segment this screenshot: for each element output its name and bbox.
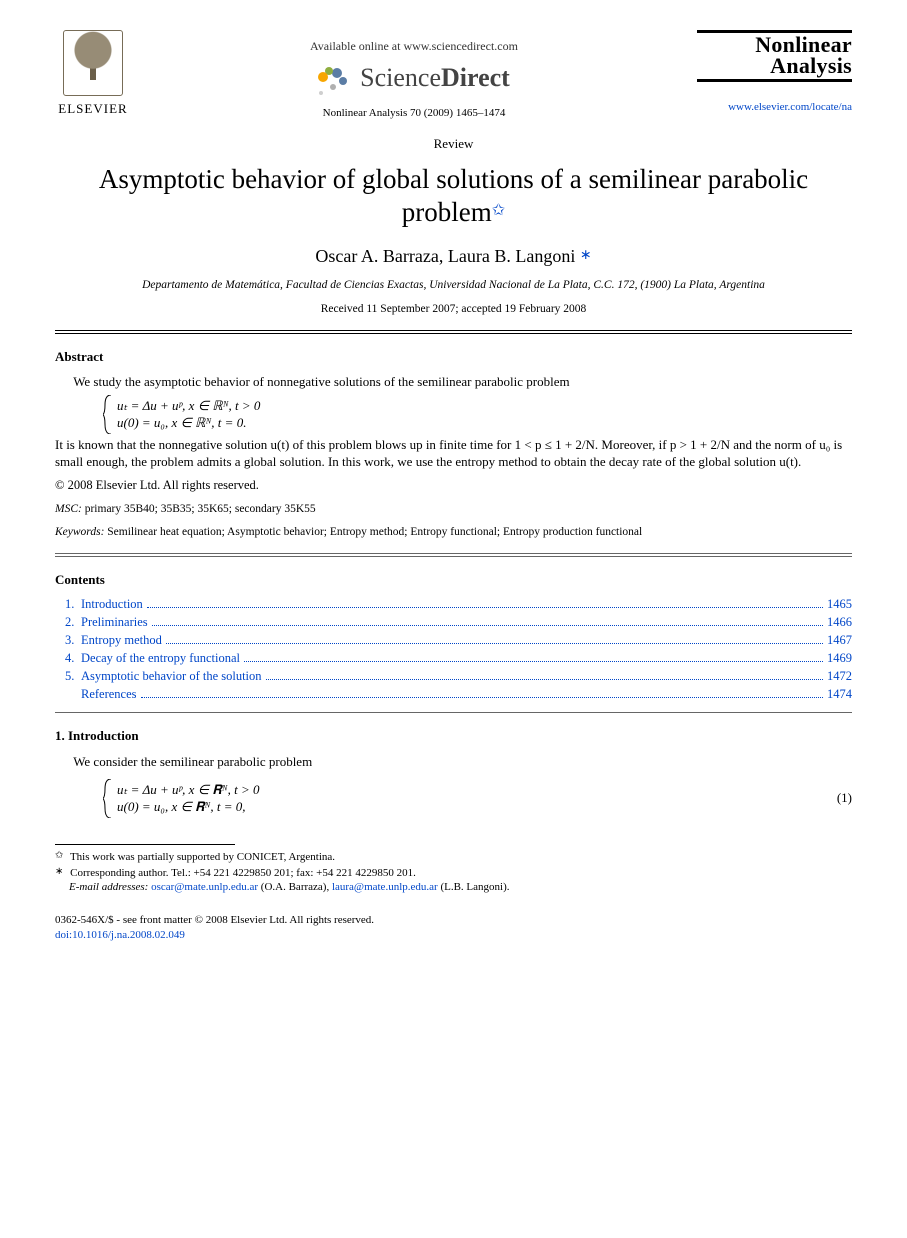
document-type: Review (55, 135, 852, 153)
title-footnote-symbol: ✩ (492, 202, 505, 219)
available-online-line: Available online at www.sciencedirect.co… (131, 38, 697, 54)
toc-title: References (81, 686, 137, 703)
email-label: E-mail addresses: (69, 881, 148, 893)
toc-leader-dots (152, 625, 823, 626)
abstract-eq-row2: u(0) = u₀, x ∈ ℝᴺ, t = 0. (117, 414, 852, 432)
toc-title: Decay of the entropy functional (81, 650, 240, 667)
toc-leader-dots (266, 679, 823, 680)
rule-divider (55, 556, 852, 557)
toc-page: 1472 (827, 668, 852, 685)
email-tail-1: (O.A. Barraza), (258, 881, 332, 893)
email-tail-2: (L.B. Langoni). (438, 881, 510, 893)
section-1-p1: We consider the semilinear parabolic pro… (55, 753, 852, 771)
toc-title: Entropy method (81, 632, 162, 649)
citation-line: Nonlinear Analysis 70 (2009) 1465–1474 (131, 106, 697, 121)
email-link-1[interactable]: oscar@mate.unlp.edu.ar (151, 881, 258, 893)
abstract-eq-row1: uₜ = Δu + uᵖ, x ∈ ℝᴺ, t > 0 (117, 397, 852, 415)
toc-row[interactable]: 4.Decay of the entropy functional 1469 (55, 650, 852, 667)
elsevier-tree-icon (63, 30, 123, 96)
equation-1-number: (1) (822, 789, 852, 807)
toc-number: 1. (55, 596, 81, 613)
left-brace-icon (103, 779, 113, 818)
sciencedirect-wordmark: ScienceDirect (360, 60, 510, 95)
rule-divider (55, 330, 852, 331)
article-title-text: Asymptotic behavior of global solutions … (99, 164, 808, 228)
msc-label: MSC: (55, 503, 82, 515)
sciencedirect-thin: Science (360, 63, 441, 92)
keywords-text: Semilinear heat equation; Asymptotic beh… (104, 526, 642, 538)
sciencedirect-logo: ScienceDirect (318, 60, 510, 95)
msc-codes: primary 35B40; 35B35; 35K65; secondary 3… (82, 503, 316, 515)
toc-row[interactable]: 2.Preliminaries 1466 (55, 614, 852, 631)
header-center: Available online at www.sciencedirect.co… (131, 30, 697, 121)
toc-title: Asymptotic behavior of the solution (81, 668, 262, 685)
keywords-line: Keywords: Semilinear heat equation; Asym… (55, 525, 852, 541)
journal-title-box: Nonlinear Analysis (697, 30, 852, 82)
equation-1-body: uₜ = Δu + uᵖ, x ∈ 𝐑ᴺ, t > 0 u(0) = u₀, x… (103, 781, 822, 816)
msc-line: MSC: primary 35B40; 35B35; 35K65; second… (55, 502, 852, 518)
toc-row[interactable]: 1.Introduction 1465 (55, 596, 852, 613)
toc-leader-dots (166, 643, 823, 644)
rule-divider (55, 333, 852, 334)
toc-number: 2. (55, 614, 81, 631)
journal-name-line2: Analysis (697, 56, 852, 77)
toc-leader-dots (141, 697, 823, 698)
abstract-section: Abstract We study the asymptotic behavio… (55, 348, 852, 541)
abstract-equation: uₜ = Δu + uᵖ, x ∈ ℝᴺ, t > 0 u(0) = u₀, x… (103, 397, 852, 432)
rule-divider (55, 712, 852, 713)
header: ELSEVIER Available online at www.science… (55, 30, 852, 121)
footnote-corresponding: ∗ Corresponding author. Tel.: +54 221 42… (55, 865, 852, 881)
toc-number: 4. (55, 650, 81, 667)
toc-title: Preliminaries (81, 614, 148, 631)
equation-1-row2: u(0) = u₀, x ∈ 𝐑ᴺ, t = 0, (117, 798, 822, 816)
abstract-heading: Abstract (55, 348, 852, 366)
history-dates: Received 11 September 2007; accepted 19 … (55, 302, 852, 318)
sciencedirect-swirl-icon (318, 64, 352, 92)
journal-box: Nonlinear Analysis www.elsevier.com/loca… (697, 30, 852, 115)
footnote-funding: ✩ This work was partially supported by C… (55, 849, 852, 865)
toc-title: Introduction (81, 596, 143, 613)
toc-leader-dots (244, 661, 823, 662)
toc-page: 1467 (827, 632, 852, 649)
table-of-contents: 1.Introduction14652.Preliminaries14663.E… (55, 596, 852, 702)
footnote-corresponding-text: Corresponding author. Tel.: +54 221 4229… (67, 867, 415, 879)
toc-number: 5. (55, 668, 81, 685)
toc-row[interactable]: References 1474 (55, 686, 852, 703)
toc-number: 3. (55, 632, 81, 649)
email-link-2[interactable]: laura@mate.unlp.edu.ar (332, 881, 438, 893)
footnote-funding-text: This work was partially supported by CON… (67, 851, 335, 863)
footnote-star-icon: ✩ (55, 850, 63, 861)
authors-line: Oscar A. Barraza, Laura B. Langoni ∗ (55, 244, 852, 268)
toc-row[interactable]: 5.Asymptotic behavior of the solution 147… (55, 668, 852, 685)
abstract-p2: It is known that the nonnegative solutio… (55, 436, 852, 471)
abstract-p1: We study the asymptotic behavior of nonn… (55, 373, 852, 391)
left-brace-icon (103, 395, 113, 434)
section-1-heading: 1. Introduction (55, 727, 852, 745)
copyright-line: © 2008 Elsevier Ltd. All rights reserved… (55, 477, 852, 494)
sciencedirect-bold: Direct (441, 63, 510, 92)
front-matter-line: 0362-546X/$ - see front matter © 2008 El… (55, 913, 852, 928)
page-footer: 0362-546X/$ - see front matter © 2008 El… (55, 913, 852, 943)
equation-1: uₜ = Δu + uᵖ, x ∈ 𝐑ᴺ, t > 0 u(0) = u₀, x… (55, 777, 852, 820)
toc-page: 1466 (827, 614, 852, 631)
equation-1-row1: uₜ = Δu + uᵖ, x ∈ 𝐑ᴺ, t > 0 (117, 781, 822, 799)
contents-heading: Contents (55, 571, 852, 589)
toc-row[interactable]: 3.Entropy method 1467 (55, 632, 852, 649)
publisher-name: ELSEVIER (55, 100, 131, 118)
footnote-emails: E-mail addresses: oscar@mate.unlp.edu.ar… (55, 880, 852, 895)
article-title: Asymptotic behavior of global solutions … (55, 163, 852, 231)
toc-page: 1474 (827, 686, 852, 703)
toc-page: 1465 (827, 596, 852, 613)
corresponding-author-symbol[interactable]: ∗ (580, 248, 592, 263)
doi-link[interactable]: doi:10.1016/j.na.2008.02.049 (55, 929, 185, 941)
toc-leader-dots (147, 607, 823, 608)
affiliation: Departamento de Matemática, Facultad de … (55, 278, 852, 294)
footnote-asterisk-icon: ∗ (55, 866, 63, 877)
publisher-logo: ELSEVIER (55, 30, 131, 118)
journal-homepage-link[interactable]: www.elsevier.com/locate/na (697, 100, 852, 115)
rule-divider (55, 553, 852, 554)
keywords-label: Keywords: (55, 526, 104, 538)
toc-page: 1469 (827, 650, 852, 667)
authors-names: Oscar A. Barraza, Laura B. Langoni (315, 246, 575, 266)
